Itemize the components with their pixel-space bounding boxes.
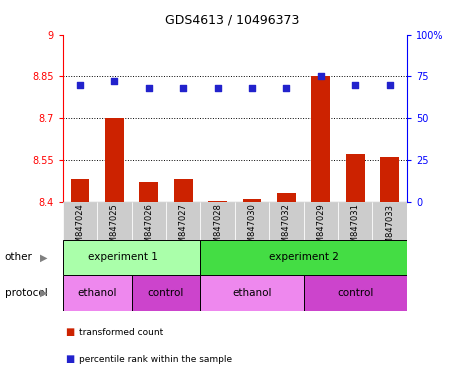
Text: GSM847031: GSM847031 [351, 204, 360, 254]
FancyBboxPatch shape [97, 202, 132, 240]
Text: ▶: ▶ [40, 252, 48, 262]
FancyBboxPatch shape [338, 202, 372, 240]
FancyBboxPatch shape [63, 275, 132, 311]
FancyBboxPatch shape [304, 202, 338, 240]
Bar [105, 118, 124, 202]
Text: GSM847028: GSM847028 [213, 204, 222, 254]
Text: ethanol: ethanol [232, 288, 272, 298]
FancyBboxPatch shape [132, 202, 166, 240]
Text: GSM847029: GSM847029 [316, 204, 326, 254]
Bar [140, 182, 158, 202]
FancyBboxPatch shape [132, 275, 200, 311]
Point [214, 85, 221, 91]
Text: GDS4613 / 10496373: GDS4613 / 10496373 [166, 13, 299, 26]
Point [317, 73, 325, 79]
Text: experiment 1: experiment 1 [88, 252, 158, 262]
Bar [277, 193, 296, 202]
Point [283, 85, 290, 91]
Point [386, 82, 393, 88]
Point [248, 85, 256, 91]
FancyBboxPatch shape [63, 202, 97, 240]
Point [76, 82, 84, 88]
Text: GSM847024: GSM847024 [75, 204, 85, 254]
Bar [174, 179, 193, 202]
Text: ▶: ▶ [40, 288, 48, 298]
Bar [312, 76, 330, 202]
Text: control: control [148, 288, 184, 298]
Point [352, 82, 359, 88]
Text: GSM847030: GSM847030 [247, 204, 257, 254]
Text: GSM847032: GSM847032 [282, 204, 291, 254]
Text: ■: ■ [65, 327, 74, 337]
Text: ethanol: ethanol [78, 288, 117, 298]
Text: protocol: protocol [5, 288, 47, 298]
Text: GSM847025: GSM847025 [110, 204, 119, 254]
Bar [380, 157, 399, 202]
Bar [346, 154, 365, 202]
FancyBboxPatch shape [269, 202, 304, 240]
FancyBboxPatch shape [63, 240, 200, 275]
Point [145, 85, 153, 91]
FancyBboxPatch shape [200, 202, 235, 240]
Point [111, 78, 118, 84]
Text: transformed count: transformed count [79, 328, 163, 337]
Point [179, 85, 187, 91]
Text: control: control [337, 288, 373, 298]
Text: ■: ■ [65, 354, 74, 364]
Text: GSM847026: GSM847026 [144, 204, 153, 254]
FancyBboxPatch shape [235, 202, 269, 240]
FancyBboxPatch shape [372, 202, 407, 240]
FancyBboxPatch shape [166, 202, 200, 240]
FancyBboxPatch shape [200, 240, 407, 275]
FancyBboxPatch shape [304, 275, 407, 311]
Text: experiment 2: experiment 2 [269, 252, 339, 262]
Text: other: other [5, 252, 33, 262]
Text: percentile rank within the sample: percentile rank within the sample [79, 354, 232, 364]
Text: GSM847027: GSM847027 [179, 204, 188, 254]
Text: GSM847033: GSM847033 [385, 204, 394, 255]
Bar [71, 179, 89, 202]
Bar [243, 199, 261, 202]
FancyBboxPatch shape [200, 275, 304, 311]
